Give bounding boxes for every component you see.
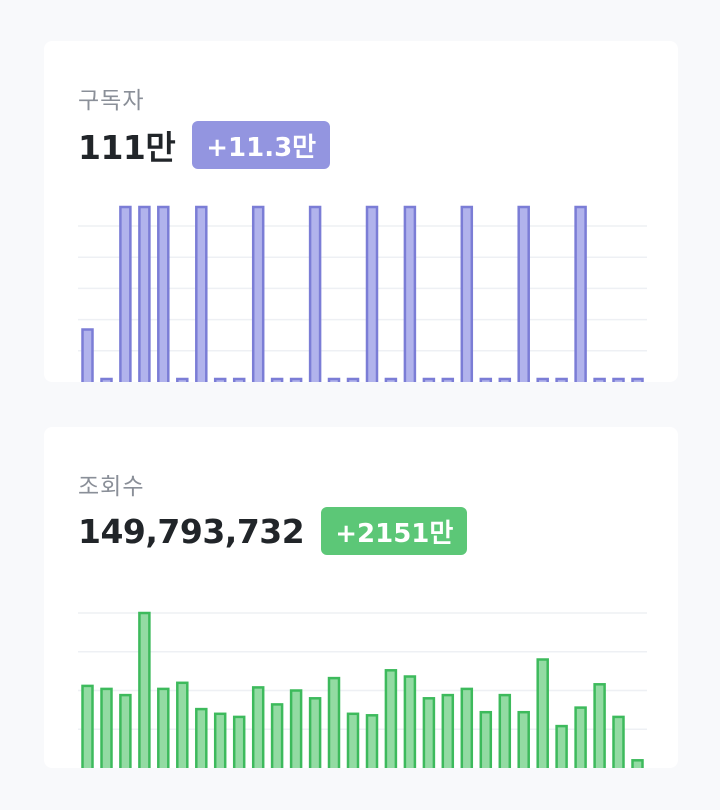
- subscribers-bar: [631, 377, 644, 382]
- views-bar: [555, 724, 568, 768]
- subscribers-bar: [195, 205, 208, 382]
- views-bar: [365, 714, 379, 768]
- subscribers-bar: [81, 328, 94, 382]
- views-bar: [403, 675, 417, 768]
- views-bar: [81, 684, 94, 768]
- subscribers-bar: [593, 377, 606, 382]
- subscribers-bar: [289, 377, 303, 382]
- subscribers-label: 구독자: [78, 88, 145, 114]
- subscribers-bar: [479, 377, 493, 382]
- views-headline: 149,793,732 +2151만: [78, 507, 468, 555]
- subscribers-bar: [251, 205, 265, 382]
- views-bar: [308, 697, 322, 768]
- subscribers-bar: [555, 377, 568, 382]
- subscribers-bar: [176, 377, 189, 382]
- views-bar: [138, 611, 151, 768]
- views-bar: [479, 710, 493, 768]
- subscribers-bar: [403, 205, 417, 382]
- views-bar: [631, 759, 644, 768]
- views-bar: [498, 693, 512, 768]
- subscribers-bar: [213, 377, 227, 382]
- subscribers-bar: [498, 377, 512, 382]
- views-bar: [460, 687, 474, 768]
- subscribers-bar: [157, 205, 170, 382]
- views-bar: [119, 693, 132, 768]
- views-bar: [251, 686, 265, 768]
- views-bar-chart: [78, 611, 647, 768]
- views-bar: [517, 710, 530, 768]
- subscribers-bar-chart: [78, 205, 647, 382]
- subscribers-bar: [517, 205, 530, 382]
- views-bar: [384, 669, 398, 768]
- views-bar: [612, 715, 625, 768]
- views-bar: [100, 687, 113, 768]
- views-bar: [232, 715, 246, 768]
- subscribers-bar: [119, 205, 132, 382]
- views-bar: [593, 683, 606, 768]
- subscribers-bar: [327, 377, 341, 382]
- subscribers-bar: [536, 377, 549, 382]
- subscribers-bar: [346, 377, 360, 382]
- views-bar: [270, 703, 284, 768]
- subscribers-delta-badge: +11.3만: [192, 121, 331, 169]
- subscribers-bar: [612, 377, 625, 382]
- views-bar: [574, 706, 587, 768]
- views-bar: [327, 676, 341, 768]
- views-bar: [536, 658, 549, 768]
- views-value: 149,793,732: [78, 511, 305, 551]
- subscribers-bar: [365, 205, 379, 382]
- subscribers-headline: 111만 +11.3만: [78, 121, 331, 169]
- subscribers-bar: [460, 205, 474, 382]
- views-bar: [157, 687, 170, 768]
- views-card: 조회수 149,793,732 +2151만: [44, 427, 678, 768]
- views-bar: [441, 693, 455, 768]
- subscribers-bar: [574, 205, 587, 382]
- views-label: 조회수: [78, 474, 145, 500]
- views-bar: [213, 712, 227, 768]
- subscribers-bar: [384, 377, 398, 382]
- views-bar: [195, 707, 208, 768]
- subscribers-bar: [270, 377, 284, 382]
- subscribers-bar: [100, 377, 113, 382]
- subscribers-bar: [138, 205, 151, 382]
- views-delta-badge: +2151만: [321, 507, 468, 555]
- views-bar: [289, 689, 303, 768]
- views-bar: [176, 681, 189, 768]
- subscribers-bar: [232, 377, 246, 382]
- views-bar: [422, 697, 436, 768]
- subscribers-bar: [422, 377, 436, 382]
- views-bar: [346, 712, 360, 768]
- subscribers-bar: [308, 205, 322, 382]
- subscribers-card: 구독자 111만 +11.3만: [44, 41, 678, 382]
- subscribers-bar: [441, 377, 455, 382]
- subscribers-value: 111만: [78, 128, 176, 167]
